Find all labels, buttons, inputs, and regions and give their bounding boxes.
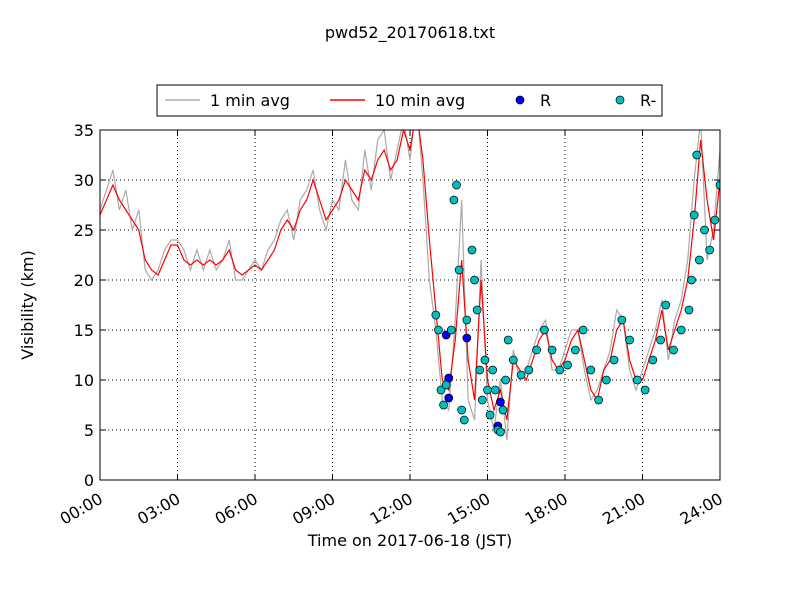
data-point: [661, 300, 671, 310]
data-point: [715, 180, 720, 190]
data-point: [625, 335, 634, 345]
data-point: [436, 385, 446, 395]
data-point: [617, 315, 627, 325]
legend-label: R: [540, 91, 551, 110]
data-point: [684, 305, 694, 315]
data-point: [441, 380, 451, 390]
data-point: [705, 245, 715, 255]
data-point: [480, 355, 490, 365]
data-point: [483, 385, 492, 395]
data-point: [490, 385, 500, 395]
data-point: [459, 415, 469, 425]
data-point: [462, 315, 472, 325]
data-point: [454, 265, 464, 275]
data-point: [669, 345, 678, 355]
data-point: [457, 405, 467, 415]
data-point: [648, 355, 658, 365]
data-point: [449, 195, 459, 205]
data-point: [524, 365, 534, 375]
data-point: [687, 275, 696, 285]
data-point: [632, 375, 642, 385]
y-tick-label: 25: [74, 221, 94, 240]
data-point: [496, 397, 505, 407]
data-point: [485, 410, 495, 420]
data-point: [444, 393, 454, 403]
data-point: [710, 215, 720, 225]
x-axis-label: Time on 2017-06-18 (JST): [307, 531, 512, 550]
legend-label: 10 min avg: [375, 91, 465, 110]
data-point: [694, 255, 704, 265]
data-point: [439, 400, 448, 410]
legend-marker: [515, 95, 525, 105]
plot-area: [100, 130, 720, 441]
data-point: [498, 405, 508, 415]
data-point: [676, 325, 686, 335]
data-point: [441, 330, 451, 340]
data-point: [488, 365, 498, 375]
data-point: [601, 375, 611, 385]
data-point: [539, 325, 549, 335]
data-point: [609, 355, 619, 365]
y-tick-label: 0: [84, 471, 94, 490]
data-point: [594, 395, 603, 405]
data-point: [570, 345, 580, 355]
y-tick-label: 35: [74, 121, 94, 140]
data-point: [516, 370, 526, 380]
data-point: [586, 365, 596, 375]
data-point: [656, 335, 665, 345]
data-point: [496, 427, 505, 437]
data-point: [689, 210, 699, 220]
y-tick-label: 5: [84, 421, 94, 440]
data-point: [446, 325, 456, 335]
data-point: [555, 365, 565, 375]
legend-label: R-: [640, 91, 656, 110]
legend: 1 min avg 10 min avg R R-: [156, 84, 663, 117]
data-point: [547, 345, 557, 355]
y-tick-label: 30: [74, 171, 94, 190]
data-point: [501, 375, 510, 385]
data-point: [470, 275, 479, 285]
data-point: [503, 335, 513, 345]
series-line: [100, 130, 720, 441]
series-line: [100, 130, 720, 421]
data-point: [475, 365, 485, 375]
y-tick-label: 20: [74, 271, 94, 290]
data-point: [640, 385, 650, 395]
data-point: [452, 180, 461, 190]
data-point: [434, 325, 443, 335]
legend-label: 1 min avg: [210, 91, 290, 110]
legend-box: [156, 84, 663, 117]
data-point: [532, 345, 541, 355]
data-point: [508, 355, 518, 365]
data-point: [477, 395, 487, 405]
y-tick-label: 10: [74, 371, 94, 390]
data-point: [700, 225, 709, 235]
chart-title: pwd52_20170618.txt: [325, 23, 495, 43]
y-tick-label: 15: [74, 321, 94, 340]
data-point: [563, 360, 572, 370]
data-point: [578, 325, 588, 335]
data-point: [467, 245, 477, 255]
data-point: [472, 305, 482, 315]
data-point: [692, 150, 702, 160]
data-point: [431, 310, 441, 320]
legend-marker: [615, 95, 625, 105]
data-point: [462, 333, 472, 343]
y-axis-label: Visibility (km): [18, 250, 37, 359]
